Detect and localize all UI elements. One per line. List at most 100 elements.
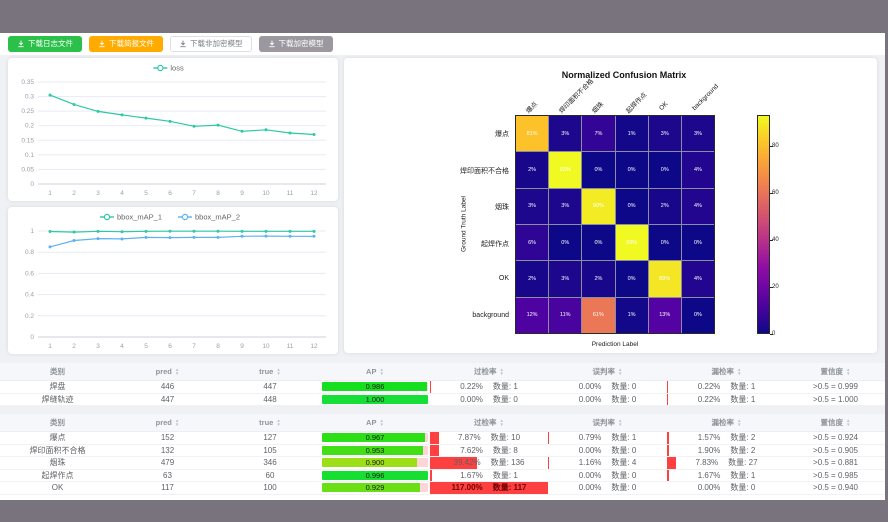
ap-bar-track: 0.953 xyxy=(322,445,428,455)
column-header-过检率[interactable]: 过检率 ▲ ▼ xyxy=(430,414,548,431)
rate-percent: 0.79% xyxy=(578,433,602,443)
cell-confidence: >0.5 = 0.881 xyxy=(813,458,858,468)
colorbar-tickmark xyxy=(770,145,773,147)
column-header-true[interactable]: true ▲ ▼ xyxy=(220,363,320,380)
sort-icon[interactable]: ▲ ▼ xyxy=(379,367,384,376)
table-row: 焊缝轨迹 447 448 1.000 0.00% 数量: 0 0.00% 数量: 0 0.22%… xyxy=(0,393,885,406)
rate-percent: 39.42% xyxy=(453,458,481,468)
legend-item-loss[interactable]: loss xyxy=(153,64,184,73)
column-header-漏检率[interactable]: 漏检率 ▲ ▼ xyxy=(667,363,786,380)
column-header-置信度[interactable]: 置信度 ▲ ▼ xyxy=(786,414,885,431)
rate-bar xyxy=(430,469,432,481)
cell-true: 100 xyxy=(263,483,277,493)
x-axis-tick: 9 xyxy=(240,343,244,350)
sort-down-icon: ▼ xyxy=(379,370,384,376)
rate-text: 117.00% 数量: 117 xyxy=(452,482,527,493)
column-header-AP[interactable]: AP ▲ ▼ xyxy=(320,363,430,380)
column-header-label: 误判率 xyxy=(592,367,616,376)
x-axis-tick: 10 xyxy=(262,190,270,197)
cell-miss-rate: 7.83% 数量: 27 xyxy=(667,457,786,469)
row-label: OK xyxy=(498,275,509,283)
rate-text: 1.67% 数量: 1 xyxy=(698,470,756,481)
sort-up-icon: ▲ xyxy=(174,366,180,372)
cell-category: OK xyxy=(51,483,64,493)
sort-icon[interactable]: ▲ ▼ xyxy=(737,367,741,375)
download-log-button[interactable]: 下载日志文件 xyxy=(8,36,82,52)
column-header-置信度[interactable]: 置信度 ▲ ▼ xyxy=(786,363,885,380)
sort-icon[interactable]: ▲ ▼ xyxy=(276,418,280,426)
column-header-误判率[interactable]: 误判率 ▲ ▼ xyxy=(548,414,667,431)
matrix-cell: 2% xyxy=(648,188,681,224)
sort-icon[interactable]: ▲ ▼ xyxy=(174,418,180,427)
rate-percent: 0.00% xyxy=(697,483,721,493)
matrix-cell: 0% xyxy=(681,297,714,333)
x-axis-tick: 7 xyxy=(192,190,196,197)
matrix-cell: 2% xyxy=(516,261,549,297)
ap-value: 1.000 xyxy=(365,394,385,404)
matrix-cell: 0% xyxy=(648,224,681,261)
rate-count: 数量: 1 xyxy=(611,433,637,443)
column-header-label: 漏检率 xyxy=(711,367,735,376)
sort-icon[interactable]: ▲ ▼ xyxy=(174,366,180,375)
sort-up-icon: ▲ xyxy=(276,366,281,372)
ap-bar-track: 0.929 xyxy=(322,483,428,493)
column-header-pred[interactable]: pred ▲ ▼ xyxy=(115,363,220,380)
cell-over-rate: 39.42% 数量: 136 xyxy=(430,457,548,469)
rate-text: 0.00% 数量: 0 xyxy=(579,381,637,392)
cell-miss-rate: 1.67% 数量: 1 xyxy=(667,469,786,481)
x-axis-tick: 5 xyxy=(144,190,148,197)
rate-bar xyxy=(548,432,549,444)
x-axis-tick: 3 xyxy=(96,190,100,197)
ap-bar-track: 0.986 xyxy=(322,382,428,392)
rate-bar xyxy=(430,432,440,444)
rate-count: 数量: 1 xyxy=(492,382,518,392)
rate-text: 0.00% 数量: 0 xyxy=(698,482,756,493)
legend-item-bbox_mAP_1[interactable]: bbox_mAP_1 xyxy=(100,213,162,222)
rate-count: 数量: 0 xyxy=(611,470,637,480)
rate-count: 数量: 136 xyxy=(490,458,525,468)
x-axis-tick: 1 xyxy=(48,190,52,197)
rate-text: 7.87% 数量: 10 xyxy=(458,432,520,443)
cell-pred: 152 xyxy=(160,433,175,443)
segmentation-metrics-table: 类别 pred ▲ ▼ true ▲ ▼ AP ▲ ▼ 过检率 ▲ ▼ 误判率 ▲ ▼ 漏检率 ▲ ▼ 置信度 ▲ ▼ 焊盘… xyxy=(0,363,885,406)
column-header-label: 类别 xyxy=(50,418,65,427)
rate-percent: 0.00% xyxy=(578,483,602,493)
sort-up-icon: ▲ xyxy=(379,417,384,423)
y-axis-tick: 0.1 xyxy=(25,152,34,159)
sort-down-icon: ▼ xyxy=(499,370,504,376)
download-encrypted-model-button[interactable]: 下载加密模型 xyxy=(258,36,333,52)
column-header-pred[interactable]: pred ▲ ▼ xyxy=(115,414,220,431)
table-row: 焊盘 446 447 0.986 0.22% 数量: 1 0.00% 数量: 0 0.22% 数量… xyxy=(0,381,885,394)
sort-icon[interactable]: ▲ ▼ xyxy=(618,367,622,375)
ap-bar-track: 0.900 xyxy=(322,458,428,468)
sort-down-icon: ▼ xyxy=(174,421,180,427)
row-label: background xyxy=(472,311,509,319)
sort-icon[interactable]: ▲ ▼ xyxy=(737,418,741,426)
sort-icon[interactable]: ▲ ▼ xyxy=(846,367,850,375)
x-axis-tick: 12 xyxy=(310,343,318,350)
sort-icon[interactable]: ▲ ▼ xyxy=(846,418,850,426)
legend-item-bbox_mAP_2[interactable]: bbox_mAP_2 xyxy=(178,213,240,222)
column-header-误判率[interactable]: 误判率 ▲ ▼ xyxy=(548,363,667,380)
column-header-AP[interactable]: AP ▲ ▼ xyxy=(320,414,430,431)
colorbar-tick-label: 80 xyxy=(772,142,779,149)
sort-icon[interactable]: ▲ ▼ xyxy=(499,367,504,376)
rate-percent: 0.22% xyxy=(460,382,483,392)
cell-confidence: >0.5 = 0.940 xyxy=(813,483,858,493)
column-header-true[interactable]: true ▲ ▼ xyxy=(220,414,320,431)
sort-icon[interactable]: ▲ ▼ xyxy=(379,417,384,426)
sort-icon[interactable]: ▲ ▼ xyxy=(618,418,622,426)
download-report-button[interactable]: 下载简报文件 xyxy=(89,36,163,52)
download-plain-model-button[interactable]: 下载非加密模型 xyxy=(170,36,252,52)
column-header-漏检率[interactable]: 漏检率 ▲ ▼ xyxy=(667,414,786,431)
sort-icon[interactable]: ▲ ▼ xyxy=(276,366,281,375)
rate-count: 数量: 0 xyxy=(611,394,637,404)
column-header-过检率[interactable]: 过检率 ▲ ▼ xyxy=(430,363,548,380)
sort-icon[interactable]: ▲ ▼ xyxy=(500,418,504,426)
rate-text: 0.22% 数量: 1 xyxy=(698,381,756,392)
cell-ap: 0.967 xyxy=(320,432,430,444)
matrix-cell: 0% xyxy=(615,261,648,297)
cell-ap: 1.000 xyxy=(320,394,430,406)
confusion-matrix-card: Normalized Confusion Matrix Ground Truth… xyxy=(344,58,877,353)
button-label: 下载加密模型 xyxy=(278,39,324,49)
